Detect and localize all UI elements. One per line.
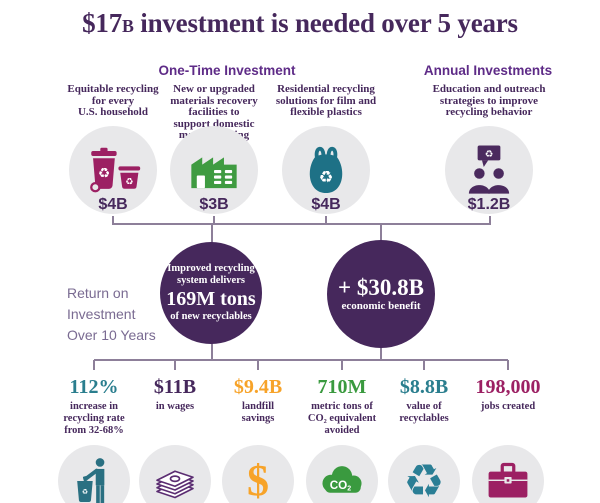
header-one-time-investment: One-Time Investment: [158, 63, 296, 78]
title-amount: $17: [82, 8, 123, 38]
recycling-bins-icon: ♻ ♻: [84, 146, 142, 194]
outcome-landfill-savings: $9.4B landfill savings: [212, 377, 304, 425]
circle-residential-solutions: ♻: [282, 126, 370, 214]
title-rest: investment is needed over 5 years: [133, 8, 518, 38]
co2-cloud-icon: CO2: [317, 463, 367, 499]
circle-wages: [139, 445, 211, 503]
amount-materials-recovery: $3B: [199, 196, 229, 213]
circle-materials-recovery: [170, 126, 258, 214]
dollar-sign-icon: $: [247, 456, 269, 503]
amount-equitable-recycling: $4B: [98, 196, 128, 213]
economic-benefit-value: + $30.8B: [338, 275, 424, 300]
amount-education-outreach: $1.2B: [467, 196, 511, 213]
svg-text:♻: ♻: [125, 178, 133, 188]
outcome-recycling-rate-desc: increase in recycling rate from 32-68%: [63, 401, 125, 436]
outcome-recyclables-value: $8.8B value of recyclables: [378, 377, 470, 425]
recycle-arrows-icon: ♻: [403, 454, 445, 503]
economic-benefit-caption: economic benefit: [341, 300, 421, 312]
outcome-landfill-savings-value: $9.4B: [233, 376, 283, 398]
outcome-wages-value: $11B: [153, 376, 197, 398]
circle-education-outreach: ♻: [445, 126, 533, 214]
economic-benefit-circle: + $30.8B economic benefit: [327, 240, 435, 348]
investment-desc-education-outreach: Education and outreach strategies to imp…: [432, 83, 546, 119]
amount-residential-solutions: $4B: [311, 196, 341, 213]
outcome-wages-desc: in wages: [155, 401, 195, 412]
svg-text:♻: ♻: [82, 488, 88, 496]
outcome-wages: $11B in wages: [129, 377, 221, 413]
outcome-jobs-created-value: 198,000: [475, 376, 541, 398]
investment-desc-residential-solutions: Residential recycling solutions for film…: [275, 83, 377, 119]
outcome-co2-avoided: 710M metric tons of CO₂ equivalent avoid…: [296, 377, 388, 437]
svg-text:♻: ♻: [485, 149, 494, 160]
svg-text:♻: ♻: [319, 167, 334, 186]
recycling-impact-value: 169M tons: [166, 288, 256, 310]
circle-landfill-savings: $: [222, 445, 294, 503]
page-title: $17B investment is needed over 5 years: [0, 8, 600, 39]
circle-co2-avoided: CO2: [306, 445, 378, 503]
outcome-recycling-rate-value: 112%: [69, 376, 119, 398]
header-annual-investments: Annual Investments: [423, 63, 553, 78]
people-conversation-icon: ♻: [461, 144, 517, 196]
factory-icon: [185, 148, 243, 192]
circle-recyclables-value: ♻: [388, 445, 460, 503]
svg-text:CO2: CO2: [330, 479, 352, 493]
recycling-impact-caption: of new recyclables: [170, 311, 252, 322]
outcome-landfill-savings-desc: landfill savings: [241, 401, 275, 424]
recycling-impact-intro: Improved recycling system delivers: [167, 263, 255, 286]
investment-desc-equitable-recycling: Equitable recycling for every U.S. house…: [67, 83, 159, 119]
title-unit: B: [122, 16, 134, 36]
plastic-bag-icon: ♻: [303, 143, 349, 197]
outcome-co2-avoided-value: 710M: [317, 376, 367, 398]
circle-recycling-rate: ♻: [58, 445, 130, 503]
outcome-jobs-created: 198,000 jobs created: [462, 377, 554, 413]
circle-jobs-created: [472, 445, 544, 503]
outcome-jobs-created-desc: jobs created: [480, 401, 536, 412]
recycling-impact-circle: Improved recycling system delivers 169M …: [160, 242, 262, 344]
outcome-recyclables-value-desc: value of recyclables: [399, 401, 449, 424]
svg-text:♻: ♻: [98, 165, 110, 181]
outcome-recyclables-value-value: $8.8B: [399, 376, 449, 398]
roi-label: Return on Investment Over 10 Years: [67, 285, 156, 343]
circle-equitable-recycling: ♻ ♻: [69, 126, 157, 214]
outcome-co2-avoided-desc: metric tons of CO₂ equivalent avoided: [307, 401, 377, 436]
cash-stack-icon: [151, 463, 199, 499]
briefcase-icon: [485, 461, 531, 501]
outcome-recycling-rate: 112% increase in recycling rate from 32-…: [48, 377, 140, 437]
person-recycling-icon: ♻: [73, 456, 115, 503]
